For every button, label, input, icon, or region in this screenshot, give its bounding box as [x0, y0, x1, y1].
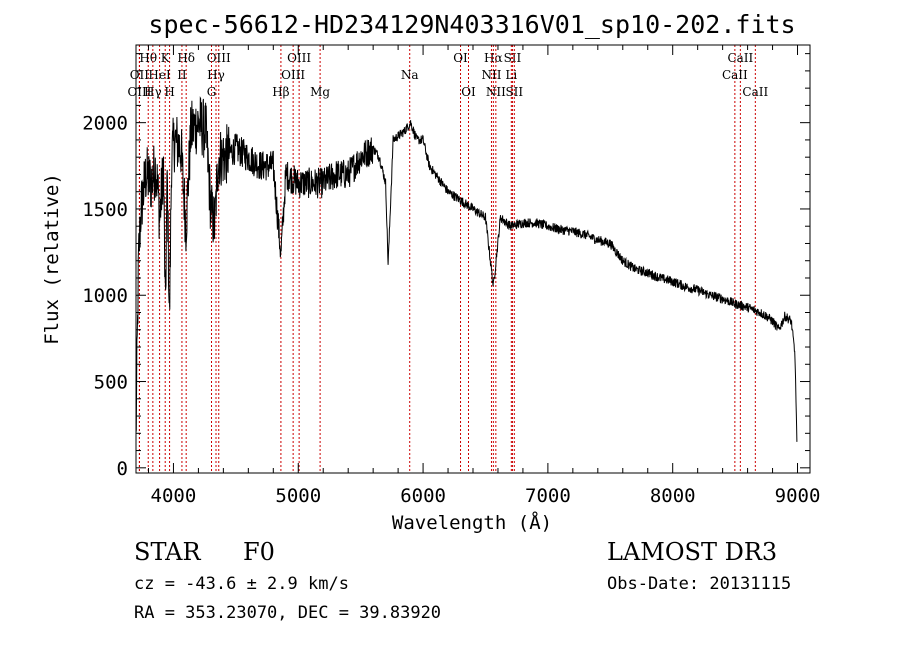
- spectral-line-label: CaII: [742, 85, 768, 99]
- spectral-line-label: Hδ: [177, 51, 195, 65]
- spectral-line-label: Na: [401, 68, 419, 82]
- plot-frame: [135, 44, 811, 474]
- chart-title: spec-56612-HD234129N403316V01_sp10-202.f…: [148, 10, 795, 39]
- spectral-line-label: OI: [453, 51, 468, 65]
- spectrum-trace: [135, 96, 798, 442]
- spectral-line-label: Hγ: [207, 68, 225, 82]
- x-tick-label: 4000: [151, 485, 197, 507]
- x-axis-label: Wavelength (Å): [392, 511, 552, 534]
- survey-name: LAMOST DR3: [607, 538, 778, 566]
- spectral-line-label: SII: [505, 85, 523, 99]
- x-tick-label: 8000: [650, 485, 696, 507]
- y-tick-label: 500: [94, 372, 128, 394]
- spectral-line-label: Mg: [310, 85, 330, 99]
- y-tick-label: 2000: [82, 113, 128, 135]
- sky-coordinates: RA = 353.23070, DEC = 39.83920: [134, 603, 442, 623]
- spectral-line-label: HeI: [148, 68, 171, 82]
- y-tick-label: 1000: [82, 285, 128, 307]
- spectral-line-label: OIII: [287, 51, 311, 65]
- x-tick-label: 7000: [525, 485, 571, 507]
- spectral-line-label: OIII: [207, 51, 231, 65]
- y-tick-label: 0: [117, 458, 128, 480]
- spectral-line-label: G: [207, 85, 217, 99]
- x-tick-label: 6000: [400, 485, 446, 507]
- spectral-line-label: CaII: [722, 68, 748, 82]
- spectral-line-label: Hθ: [139, 51, 157, 65]
- spectral-line-label: Hγ: [144, 85, 162, 99]
- y-axis-label: Flux (relative): [41, 173, 63, 345]
- spectral-line-label: OIII: [281, 68, 305, 82]
- redshift-velocity: cz = -43.6 ± 2.9 km/s: [134, 574, 349, 594]
- x-tick-label: 5000: [275, 485, 321, 507]
- spectral-line-label: NII: [481, 68, 501, 82]
- spectral-line-label: Hα: [484, 51, 503, 65]
- spectral-line-label: CaII: [727, 51, 753, 65]
- spectral-line-label: Li: [505, 68, 517, 82]
- y-tick-label: 1500: [82, 199, 128, 221]
- spectral-line-label: NII: [486, 85, 506, 99]
- observation-date: Obs-Date: 20131115: [607, 574, 792, 594]
- spectral-line-label: OIII: [127, 85, 151, 99]
- spectral-line-label: SII: [504, 51, 522, 65]
- spectral-line-label: Hβ: [272, 85, 289, 99]
- spectral-line-label: H: [164, 85, 174, 99]
- x-tick-label: 9000: [775, 485, 821, 507]
- spectral-subclass: F0: [243, 538, 275, 566]
- spectral-line-label: K: [161, 51, 171, 65]
- spectral-line-label: II: [177, 68, 187, 82]
- spectral-line-label: OI: [461, 85, 476, 99]
- object-class: STAR: [134, 538, 201, 566]
